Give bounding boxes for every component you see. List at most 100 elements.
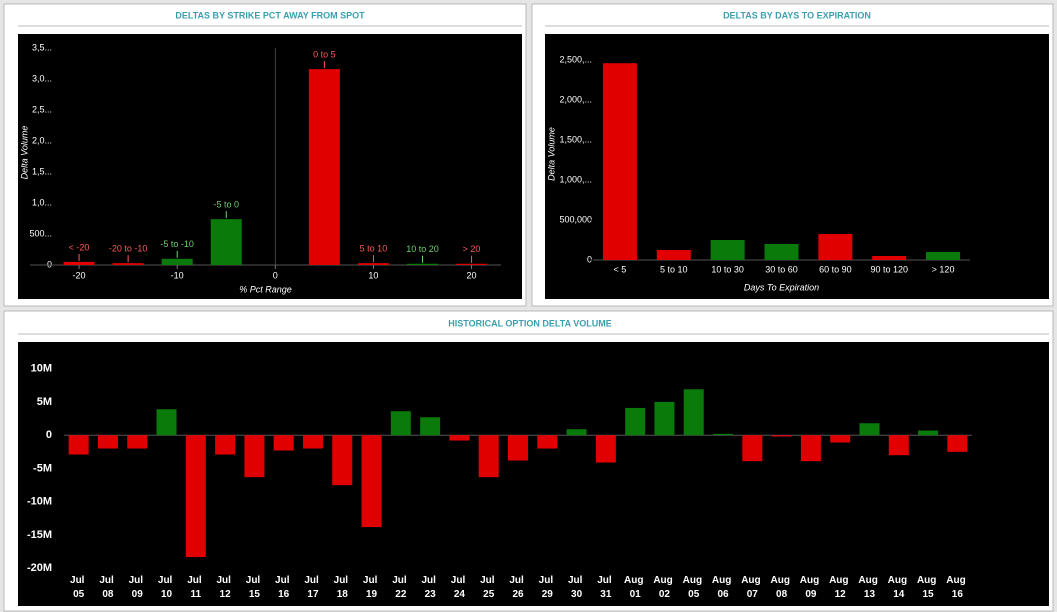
x-tick-label: Jul 12 xyxy=(216,575,233,600)
y-axis-label: Delta Volume xyxy=(19,126,29,180)
x-tick-label: 0 xyxy=(273,270,278,280)
x-tick-label: -10 xyxy=(171,270,184,280)
y-tick-label: -5M xyxy=(33,462,52,474)
bar xyxy=(478,435,499,478)
x-tick-label: Jul 29 xyxy=(539,575,556,600)
x-tick-label: Aug 16 xyxy=(946,575,968,600)
bar xyxy=(302,435,323,449)
x-tick-label: Aug 08 xyxy=(771,575,793,600)
bar xyxy=(308,69,340,265)
x-tick-label: Aug 07 xyxy=(741,575,763,600)
bar xyxy=(830,435,851,443)
bar xyxy=(63,261,95,265)
bar xyxy=(244,435,265,478)
x-tick-label: Aug 13 xyxy=(858,575,880,600)
y-axis-label: Delta Volume xyxy=(546,127,556,181)
chart-title: HISTORICAL OPTION DELTA VOLUME xyxy=(448,318,612,328)
bar xyxy=(654,401,675,436)
y-tick-label: 3,5... xyxy=(32,42,52,52)
y-tick-label: 1,500,... xyxy=(559,134,592,144)
bar xyxy=(656,250,691,260)
bar-label: > 20 xyxy=(463,244,481,254)
bar xyxy=(625,407,646,436)
x-tick-label: Jul 31 xyxy=(597,575,614,600)
x-tick-label: Jul 11 xyxy=(187,575,204,600)
bar xyxy=(390,411,411,436)
chart-title: DELTAS BY STRIKE PCT AWAY FROM SPOT xyxy=(175,10,365,20)
bar xyxy=(918,430,939,436)
y-tick-label: 2,0... xyxy=(32,135,52,145)
x-tick-label: 10 xyxy=(368,270,378,280)
x-tick-label: Jul 23 xyxy=(422,575,439,600)
x-tick-label: -20 xyxy=(73,270,86,280)
x-tick-label: Aug 02 xyxy=(653,575,675,600)
bar xyxy=(127,435,148,449)
x-tick-label: Jul 24 xyxy=(451,575,468,600)
x-tick-label: Aug 12 xyxy=(829,575,851,600)
bar xyxy=(407,263,438,265)
x-axis-label: % Pct Range xyxy=(239,284,292,294)
y-tick-label: -15M xyxy=(27,529,52,541)
bar xyxy=(273,435,294,451)
bar xyxy=(508,435,528,461)
y-tick-label: 0 xyxy=(47,259,52,269)
x-tick-label: 10 to 30 xyxy=(711,264,744,274)
y-tick-label: 5M xyxy=(37,396,52,408)
x-tick-label: Jul 10 xyxy=(158,575,175,600)
y-tick-label: 1,5... xyxy=(32,166,52,176)
x-tick-label: Jul 08 xyxy=(99,575,116,600)
bar xyxy=(420,417,441,436)
x-tick-label: Jul 30 xyxy=(568,575,585,600)
x-tick-label: Aug 05 xyxy=(683,575,705,600)
x-axis-label: Days To Expiration xyxy=(744,282,819,292)
bar-label: -20 to -10 xyxy=(109,244,148,254)
y-tick-label: 10M xyxy=(31,363,52,375)
bar xyxy=(710,240,745,260)
x-tick-label: Jul 26 xyxy=(509,575,526,600)
bar xyxy=(602,63,637,261)
y-tick-label: -20M xyxy=(27,562,52,574)
bar-label: 10 to 20 xyxy=(406,244,439,254)
y-tick-label: 500,000 xyxy=(559,214,592,224)
chart-title: DELTAS BY DAYS TO EXPIRATION xyxy=(723,10,871,20)
bar xyxy=(764,244,799,260)
y-tick-label: 1,000,... xyxy=(559,174,592,184)
bar xyxy=(68,435,89,455)
bar xyxy=(595,435,616,463)
bar xyxy=(872,256,907,260)
x-tick-label: > 120 xyxy=(932,264,955,274)
y-tick-label: -10M xyxy=(27,496,52,508)
plot-background xyxy=(18,34,522,299)
bar xyxy=(537,435,558,449)
x-tick-label: Jul 09 xyxy=(129,575,146,600)
x-tick-label: 60 to 90 xyxy=(819,264,852,274)
x-tick-label: Aug 06 xyxy=(712,575,734,600)
bar xyxy=(947,435,968,452)
y-tick-label: 0 xyxy=(587,254,592,264)
y-tick-label: 2,000,... xyxy=(559,94,592,104)
y-tick-label: 500... xyxy=(29,228,52,238)
bar xyxy=(156,409,177,436)
bar xyxy=(449,435,470,441)
x-tick-label: Aug 15 xyxy=(917,575,939,600)
x-tick-label: < 5 xyxy=(614,264,627,274)
bar xyxy=(456,263,488,265)
bar xyxy=(818,234,853,260)
plot-background xyxy=(18,342,1049,606)
y-tick-label: 0 xyxy=(46,429,52,441)
x-tick-label: Jul 18 xyxy=(334,575,351,600)
bar-label: 0 to 5 xyxy=(313,50,336,60)
bar xyxy=(888,435,909,456)
bar xyxy=(185,435,206,558)
bar xyxy=(97,435,118,449)
bar-label: 5 to 10 xyxy=(360,244,388,254)
x-tick-label: Jul 05 xyxy=(70,575,87,600)
bar xyxy=(742,435,763,462)
bar-label: < -20 xyxy=(69,242,90,252)
bar-label: -5 to -10 xyxy=(160,239,194,249)
x-tick-label: 20 xyxy=(467,270,477,280)
bar xyxy=(332,435,353,486)
bar xyxy=(926,252,961,260)
